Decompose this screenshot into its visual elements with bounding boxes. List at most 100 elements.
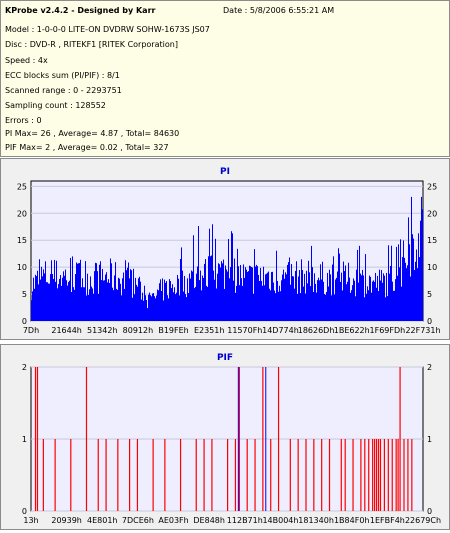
pi-bar bbox=[118, 277, 119, 321]
pi-bar bbox=[144, 285, 145, 321]
pi-bar bbox=[173, 292, 174, 321]
x-tick-label: 13h bbox=[23, 516, 38, 525]
pi-bar bbox=[216, 288, 217, 321]
pi-bar bbox=[370, 276, 371, 321]
pi-bar bbox=[191, 270, 192, 321]
pi-bar bbox=[348, 262, 349, 321]
pi-bar bbox=[419, 257, 420, 321]
pif-bar bbox=[368, 439, 370, 511]
pi-bar bbox=[66, 280, 67, 321]
x-tick-label: 14D774h bbox=[262, 326, 299, 335]
pi-bar bbox=[40, 279, 41, 321]
pi-bar bbox=[317, 280, 318, 321]
pi-bar bbox=[343, 261, 344, 321]
pif-bar bbox=[211, 439, 213, 511]
pi-bar bbox=[401, 286, 402, 321]
pi-bar bbox=[376, 287, 377, 321]
pif-bar bbox=[411, 439, 413, 511]
pi-bar bbox=[229, 278, 230, 321]
pi-bar bbox=[350, 292, 351, 321]
pi-bar bbox=[399, 267, 400, 321]
pi-bar bbox=[211, 255, 212, 321]
y-tick-label-left: 2 bbox=[22, 363, 27, 372]
pi-bar bbox=[364, 297, 365, 321]
pi-bar bbox=[101, 280, 102, 321]
pi-bar bbox=[299, 270, 300, 321]
pi-bar bbox=[289, 257, 290, 321]
pi-bar bbox=[269, 288, 270, 321]
x-tick-label: 112B71h bbox=[227, 516, 263, 525]
pi-bar bbox=[280, 291, 281, 321]
pi-bar bbox=[307, 283, 308, 321]
pi-bar bbox=[347, 281, 348, 321]
pi-bar bbox=[161, 291, 162, 321]
pi-bar bbox=[261, 280, 262, 321]
pi-bar bbox=[77, 263, 78, 321]
pi-bar bbox=[68, 282, 69, 321]
pif-bar bbox=[377, 439, 380, 511]
pi-bar bbox=[329, 269, 330, 321]
pi-bar bbox=[240, 265, 241, 321]
pi-bar bbox=[355, 296, 356, 321]
pi-bar bbox=[341, 272, 342, 321]
pi-bar bbox=[273, 282, 274, 321]
pi-bar bbox=[146, 299, 147, 321]
pi-bar bbox=[61, 285, 62, 321]
pi-bar bbox=[300, 293, 301, 321]
pif-bar bbox=[203, 439, 205, 511]
pi-bar bbox=[185, 294, 186, 321]
pi-bar bbox=[43, 269, 44, 321]
pi-bar bbox=[71, 292, 72, 321]
pi-bar bbox=[257, 266, 258, 321]
pi-bar bbox=[204, 263, 205, 321]
pif-bar bbox=[164, 439, 166, 511]
pi-bar bbox=[406, 268, 407, 321]
pif-bar bbox=[246, 439, 248, 511]
pi-bar bbox=[405, 262, 406, 321]
y-tick-label-left: 5 bbox=[22, 290, 27, 299]
pi-bar bbox=[232, 233, 233, 321]
pi-bar bbox=[250, 266, 251, 321]
pi-bar bbox=[160, 279, 161, 321]
pi-bar bbox=[351, 290, 352, 321]
y-tick-label-right: 10 bbox=[427, 263, 437, 272]
pi-bar bbox=[171, 288, 172, 321]
pi-bar bbox=[96, 263, 97, 321]
pi-bar bbox=[109, 283, 110, 321]
pi-bar bbox=[142, 292, 143, 321]
pi-bar bbox=[62, 277, 63, 321]
pi-bar bbox=[255, 266, 256, 321]
pif-bar bbox=[227, 439, 229, 511]
pi-bar bbox=[416, 249, 417, 321]
pi-bar bbox=[155, 298, 156, 321]
pi-bar bbox=[174, 287, 175, 321]
pi-bar bbox=[92, 288, 93, 321]
pi-bar bbox=[403, 240, 404, 321]
pi-bar bbox=[148, 294, 149, 321]
pi-chart: PI 0 5 10 15 20 25 0 5 10 15 20 25 7Dh 21644h 51342h… bbox=[17, 167, 441, 335]
pif-marker-line bbox=[237, 367, 239, 511]
pi-bar bbox=[361, 275, 362, 321]
disc-line: Disc : DVD-R , RITEKF1 [RITEK Corporatio… bbox=[5, 40, 178, 49]
pi-bar bbox=[78, 263, 79, 321]
pi-bar bbox=[210, 256, 211, 321]
pi-bar bbox=[330, 274, 331, 321]
pi-bar bbox=[365, 254, 366, 321]
pi-bar bbox=[65, 269, 66, 321]
pi-bar bbox=[381, 270, 382, 321]
pif-bar bbox=[179, 439, 182, 511]
pi-bar bbox=[285, 272, 286, 321]
y-tick-label-right: 2 bbox=[427, 363, 432, 372]
pi-bar bbox=[286, 274, 287, 321]
x-tick-label: B19FEh bbox=[158, 326, 188, 335]
pi-bar bbox=[67, 285, 68, 321]
pi-bar bbox=[305, 293, 306, 321]
pi-bar bbox=[164, 279, 165, 321]
pi-bar bbox=[84, 287, 85, 321]
pif-bar bbox=[277, 367, 280, 511]
pi-bar bbox=[175, 294, 176, 321]
pi-bar bbox=[325, 294, 326, 321]
pi-bar bbox=[212, 224, 213, 321]
pi-bar bbox=[247, 271, 248, 321]
pi-bar bbox=[358, 282, 359, 321]
